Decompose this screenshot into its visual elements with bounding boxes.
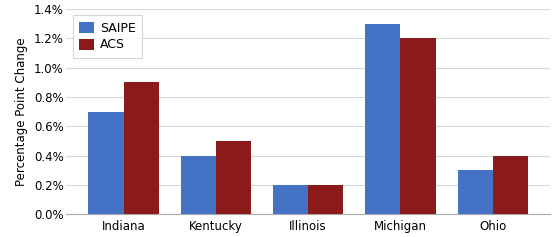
- Bar: [366, 24, 401, 214]
- Y-axis label: Percentage Point Change: Percentage Point Change: [16, 37, 28, 186]
- Bar: [124, 82, 158, 214]
- Bar: [89, 112, 124, 214]
- Bar: [273, 185, 308, 214]
- Bar: [401, 38, 435, 214]
- Bar: [308, 185, 343, 214]
- Bar: [181, 156, 216, 214]
- Bar: [493, 156, 528, 214]
- Legend: SAIPE, ACS: SAIPE, ACS: [73, 15, 142, 58]
- Bar: [216, 141, 251, 214]
- Bar: [458, 170, 493, 214]
